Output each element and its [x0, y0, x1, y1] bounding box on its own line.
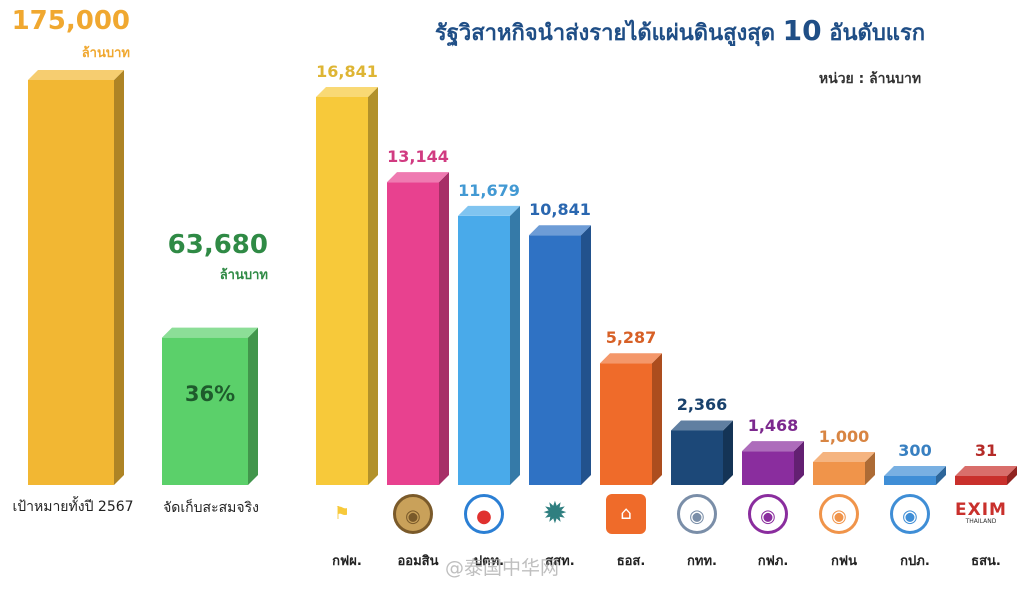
- soe-bar-1: [316, 87, 378, 485]
- soe-value-label: 300: [898, 441, 932, 460]
- target-unit-label: ล้านบาท: [81, 46, 130, 61]
- soe-category-label: ธอส.: [616, 554, 646, 569]
- soe-category-label: สสท.: [545, 554, 575, 569]
- target-category-label: เป้าหมายทั้งปี 2567: [12, 499, 134, 515]
- mea-emblem-icon: ◉: [819, 494, 859, 534]
- soe-value-label: 16,841: [316, 62, 378, 81]
- thailand-map-icon: ⚑: [333, 503, 351, 524]
- soe-value-label: 5,287: [605, 328, 657, 348]
- collection-percent-label: 36%: [184, 382, 236, 406]
- gsb-emblem-icon: ◉: [393, 494, 433, 534]
- actual-value-label: 63,680: [167, 230, 268, 260]
- soe-value-label: 1,468: [747, 416, 799, 436]
- soe-bar-5: [600, 353, 662, 485]
- soe-bar-9: [884, 466, 946, 485]
- soe-bar-4: [529, 225, 591, 485]
- unit-label: หน่วย : ล้านบาท: [818, 71, 922, 87]
- actual-category-label: จัดเก็บสะสมจริง: [163, 500, 259, 516]
- soe-bar-3: [458, 205, 520, 486]
- soe-bar-8: [813, 451, 875, 485]
- soe-value-label: 10,841: [529, 200, 591, 220]
- soe-value-label: 11,679: [458, 180, 520, 200]
- soe-category-label: กฟผ.: [332, 554, 362, 569]
- ghb-house-icon: ⌂: [606, 494, 646, 534]
- soe-bar-6: [671, 420, 733, 485]
- ptt-flame-icon: ●: [464, 494, 504, 534]
- soe-bar-7: [742, 441, 804, 485]
- port-authority-icon: ◉: [677, 494, 717, 534]
- chart-title: รัฐวิสาหกิจนำส่งรายได้แผ่นดินสูงสุด 10 อ…: [434, 14, 926, 47]
- soe-category-label: กทท.: [687, 554, 717, 569]
- exim-logo-icon: EXIM THAILAND: [955, 500, 1007, 525]
- soe-category-label: กฟน: [831, 554, 857, 569]
- soe-category-label: ธสน.: [971, 554, 1001, 569]
- soe-category-label: ออมสิน: [397, 554, 439, 569]
- pwa-emblem-icon: ◉: [890, 494, 930, 534]
- soe-bar-2: [387, 172, 449, 485]
- actual-unit-label: ล้านบาท: [219, 268, 268, 283]
- soe-value-label: 13,144: [387, 147, 449, 167]
- soe-value-label: 1,000: [818, 426, 870, 446]
- soe-value-label: 2,366: [676, 395, 728, 415]
- left-bar-2: [162, 327, 258, 485]
- pea-emblem-icon: ◉: [748, 494, 788, 534]
- soe-category-label: ปตท.: [473, 554, 505, 569]
- soe-category-label: กฟภ.: [757, 554, 789, 569]
- soe-value-label: 31: [974, 441, 998, 460]
- star-emblem-icon: ✹: [542, 496, 568, 531]
- watermark: @泰国中华网: [445, 557, 560, 579]
- target-value-label: 175,000: [11, 6, 130, 36]
- left-bar-1: [28, 70, 124, 485]
- soe-category-label: กปภ.: [900, 554, 930, 569]
- soe-bar-10: [955, 466, 1017, 485]
